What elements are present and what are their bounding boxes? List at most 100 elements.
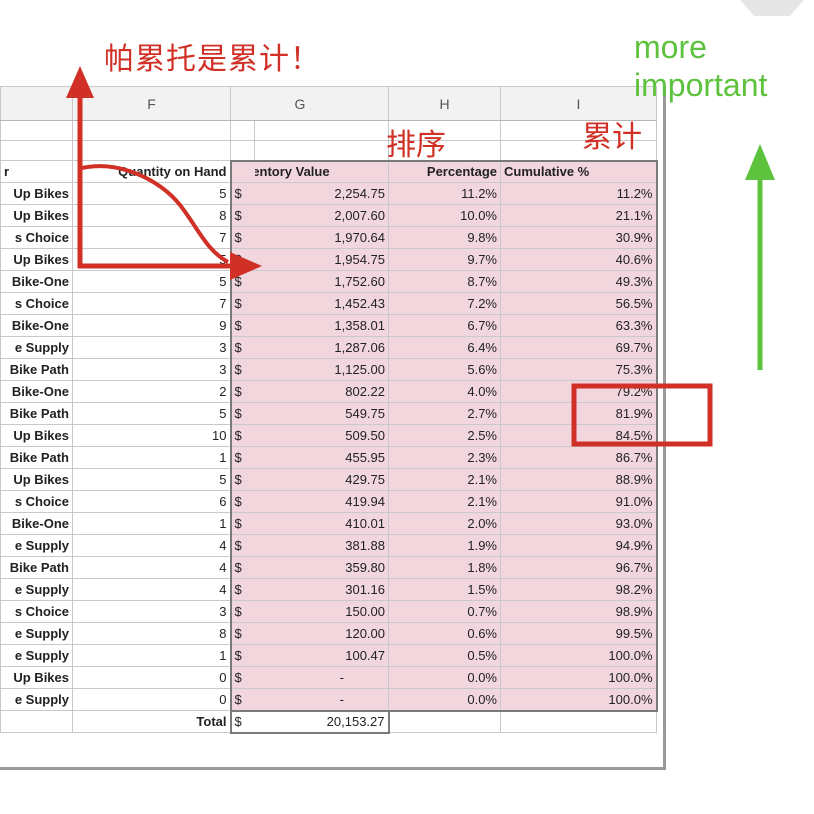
percentage-cell[interactable]: 4.0%: [388, 380, 501, 403]
currency-cell[interactable]: $: [229, 204, 255, 227]
inventory-value-cell[interactable]: 1,752.60: [254, 270, 389, 293]
header-cumulative[interactable]: Cumulative %: [500, 159, 658, 183]
supplier-cell[interactable]: Bike Path: [0, 402, 73, 425]
cumulative-cell[interactable]: 56.5%: [500, 292, 658, 315]
percentage-cell[interactable]: 0.0%: [388, 666, 501, 689]
percentage-cell[interactable]: 1.8%: [388, 556, 501, 579]
cumulative-cell[interactable]: 100.0%: [500, 688, 658, 712]
currency-cell[interactable]: $: [229, 578, 255, 601]
inventory-value-cell[interactable]: 1,125.00: [254, 358, 389, 381]
supplier-cell[interactable]: s Choice: [0, 226, 73, 249]
header-inventory-value-left[interactable]: [229, 159, 255, 183]
currency-cell[interactable]: $: [229, 468, 255, 491]
inventory-value-cell[interactable]: 455.95: [254, 446, 389, 469]
column-header-i[interactable]: I: [500, 86, 657, 121]
percentage-cell[interactable]: 2.3%: [388, 446, 501, 469]
quantity-cell[interactable]: 1: [72, 446, 231, 469]
column-header-e[interactable]: [0, 86, 73, 121]
currency-cell[interactable]: $: [229, 248, 255, 271]
cell[interactable]: [500, 710, 657, 733]
quantity-cell[interactable]: 2: [72, 380, 231, 403]
quantity-cell[interactable]: 4: [72, 578, 231, 601]
supplier-cell[interactable]: Bike-One: [0, 270, 73, 293]
cumulative-cell[interactable]: 49.3%: [500, 270, 658, 293]
supplier-cell[interactable]: Bike-One: [0, 512, 73, 535]
cumulative-cell[interactable]: 21.1%: [500, 204, 658, 227]
column-header-g-left[interactable]: [230, 86, 255, 121]
percentage-cell[interactable]: 11.2%: [388, 182, 501, 205]
percentage-cell[interactable]: 10.0%: [388, 204, 501, 227]
cell[interactable]: [230, 120, 255, 141]
quantity-cell[interactable]: 5: [72, 468, 231, 491]
supplier-cell[interactable]: e Supply: [0, 622, 73, 645]
currency-cell[interactable]: $: [229, 292, 255, 315]
currency-cell[interactable]: $: [229, 512, 255, 535]
supplier-cell[interactable]: Up Bikes: [0, 248, 73, 271]
cumulative-cell[interactable]: 94.9%: [500, 534, 658, 557]
cumulative-cell[interactable]: 40.6%: [500, 248, 658, 271]
supplier-cell[interactable]: e Supply: [0, 644, 73, 667]
inventory-value-cell[interactable]: -: [254, 666, 389, 689]
cumulative-cell[interactable]: 11.2%: [500, 182, 658, 205]
inventory-value-cell[interactable]: 410.01: [254, 512, 389, 535]
supplier-cell[interactable]: e Supply: [0, 336, 73, 359]
currency-cell[interactable]: $: [229, 666, 255, 689]
cell[interactable]: [254, 140, 389, 161]
inventory-value-cell[interactable]: 100.47: [254, 644, 389, 667]
percentage-cell[interactable]: 2.1%: [388, 468, 501, 491]
inventory-value-cell[interactable]: -: [254, 688, 389, 712]
inventory-value-cell[interactable]: 359.80: [254, 556, 389, 579]
cumulative-cell[interactable]: 88.9%: [500, 468, 658, 491]
spreadsheet[interactable]: F G H I r: [0, 86, 666, 770]
supplier-cell[interactable]: s Choice: [0, 600, 73, 623]
inventory-value-cell[interactable]: 802.22: [254, 380, 389, 403]
inventory-value-cell[interactable]: 1,287.06: [254, 336, 389, 359]
currency-cell[interactable]: $: [229, 688, 255, 712]
inventory-value-cell[interactable]: 549.75: [254, 402, 389, 425]
quantity-cell[interactable]: 5: [72, 248, 231, 271]
percentage-cell[interactable]: 8.7%: [388, 270, 501, 293]
inventory-value-cell[interactable]: 1,452.43: [254, 292, 389, 315]
percentage-cell[interactable]: 1.9%: [388, 534, 501, 557]
supplier-cell[interactable]: Bike Path: [0, 358, 73, 381]
currency-cell[interactable]: $: [229, 490, 255, 513]
cumulative-cell[interactable]: 100.0%: [500, 644, 658, 667]
supplier-cell[interactable]: s Choice: [0, 292, 73, 315]
currency-cell[interactable]: $: [229, 380, 255, 403]
cell[interactable]: [72, 120, 231, 141]
cumulative-cell[interactable]: 30.9%: [500, 226, 658, 249]
currency-cell[interactable]: $: [229, 336, 255, 359]
cell[interactable]: [0, 140, 73, 161]
inventory-value-cell[interactable]: 419.94: [254, 490, 389, 513]
currency-cell[interactable]: $: [229, 446, 255, 469]
inventory-value-cell[interactable]: 1,954.75: [254, 248, 389, 271]
currency-cell[interactable]: $: [229, 226, 255, 249]
inventory-value-cell[interactable]: 120.00: [254, 622, 389, 645]
percentage-cell[interactable]: 0.6%: [388, 622, 501, 645]
quantity-cell[interactable]: 5: [72, 270, 231, 293]
supplier-cell[interactable]: Up Bikes: [0, 204, 73, 227]
cumulative-cell[interactable]: 98.9%: [500, 600, 658, 623]
quantity-cell[interactable]: 0: [72, 688, 231, 711]
percentage-cell[interactable]: 0.0%: [388, 688, 501, 712]
cumulative-cell[interactable]: 86.7%: [500, 446, 658, 469]
cumulative-cell[interactable]: 79.2%: [500, 380, 658, 403]
percentage-cell[interactable]: 9.7%: [388, 248, 501, 271]
supplier-cell[interactable]: e Supply: [0, 578, 73, 601]
cumulative-cell[interactable]: 84.5%: [500, 424, 658, 447]
inventory-value-cell[interactable]: 509.50: [254, 424, 389, 447]
quantity-cell[interactable]: 8: [72, 622, 231, 645]
cumulative-cell[interactable]: 75.3%: [500, 358, 658, 381]
currency-cell[interactable]: $: [229, 622, 255, 645]
currency-cell[interactable]: $: [229, 600, 255, 623]
percentage-cell[interactable]: 6.4%: [388, 336, 501, 359]
cell[interactable]: [230, 140, 255, 161]
header-percentage[interactable]: Percentage: [388, 159, 501, 183]
column-header-f[interactable]: F: [72, 86, 231, 121]
cell[interactable]: [254, 120, 389, 141]
cell[interactable]: [388, 710, 501, 733]
quantity-cell[interactable]: 8: [72, 204, 231, 227]
percentage-cell[interactable]: 2.0%: [388, 512, 501, 535]
supplier-cell[interactable]: Up Bikes: [0, 182, 73, 205]
quantity-cell[interactable]: 7: [72, 226, 231, 249]
